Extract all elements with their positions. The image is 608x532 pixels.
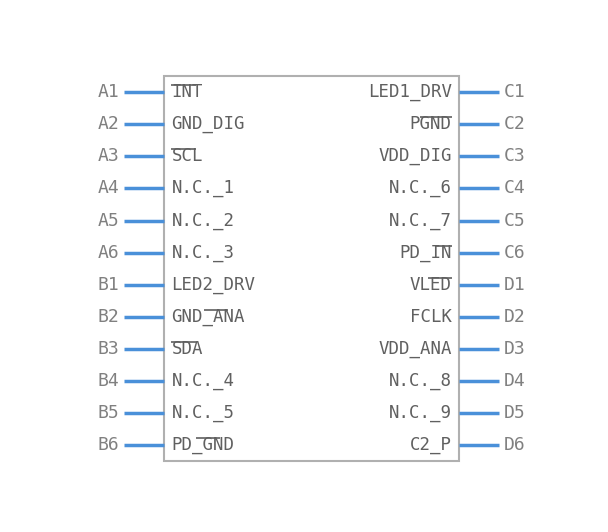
Bar: [164, 76, 460, 461]
Text: D2: D2: [504, 308, 526, 326]
Text: LED1_DRV: LED1_DRV: [368, 83, 452, 101]
Text: B1: B1: [97, 276, 119, 294]
Text: VLED: VLED: [410, 276, 452, 294]
Text: N.C._4: N.C._4: [171, 372, 235, 390]
Text: VDD_ANA: VDD_ANA: [378, 340, 452, 358]
Text: B6: B6: [97, 436, 119, 454]
Text: N.C._2: N.C._2: [171, 212, 235, 229]
Text: SCL: SCL: [171, 147, 203, 165]
Text: VDD_DIG: VDD_DIG: [378, 147, 452, 165]
Text: D4: D4: [504, 372, 526, 390]
Text: N.C._1: N.C._1: [171, 179, 235, 197]
Text: N.C._6: N.C._6: [389, 179, 452, 197]
Text: C2_P: C2_P: [410, 436, 452, 454]
Text: B3: B3: [97, 340, 119, 358]
Text: C6: C6: [504, 244, 526, 262]
Text: FCLK: FCLK: [410, 308, 452, 326]
Text: N.C._8: N.C._8: [389, 372, 452, 390]
Text: N.C._9: N.C._9: [389, 404, 452, 422]
Text: C4: C4: [504, 179, 526, 197]
Text: GND_ANA: GND_ANA: [171, 308, 245, 326]
Text: N.C._7: N.C._7: [389, 212, 452, 229]
Text: C3: C3: [504, 147, 526, 165]
Text: A1: A1: [97, 83, 119, 101]
Text: D3: D3: [504, 340, 526, 358]
Text: SDA: SDA: [171, 340, 203, 358]
Text: PD_IN: PD_IN: [399, 244, 452, 262]
Text: D1: D1: [504, 276, 526, 294]
Text: C1: C1: [504, 83, 526, 101]
Text: D6: D6: [504, 436, 526, 454]
Text: A6: A6: [97, 244, 119, 262]
Text: D5: D5: [504, 404, 526, 422]
Text: A2: A2: [97, 115, 119, 134]
Text: GND_DIG: GND_DIG: [171, 115, 245, 134]
Text: A4: A4: [97, 179, 119, 197]
Text: C5: C5: [504, 212, 526, 229]
Text: B4: B4: [97, 372, 119, 390]
Text: PGND: PGND: [410, 115, 452, 134]
Text: A5: A5: [97, 212, 119, 229]
Text: N.C._5: N.C._5: [171, 404, 235, 422]
Text: INT: INT: [171, 83, 203, 101]
Text: C2: C2: [504, 115, 526, 134]
Text: B2: B2: [97, 308, 119, 326]
Text: LED2_DRV: LED2_DRV: [171, 276, 255, 294]
Text: A3: A3: [97, 147, 119, 165]
Text: B5: B5: [97, 404, 119, 422]
Text: N.C._3: N.C._3: [171, 244, 235, 262]
Text: PD_GND: PD_GND: [171, 436, 235, 454]
